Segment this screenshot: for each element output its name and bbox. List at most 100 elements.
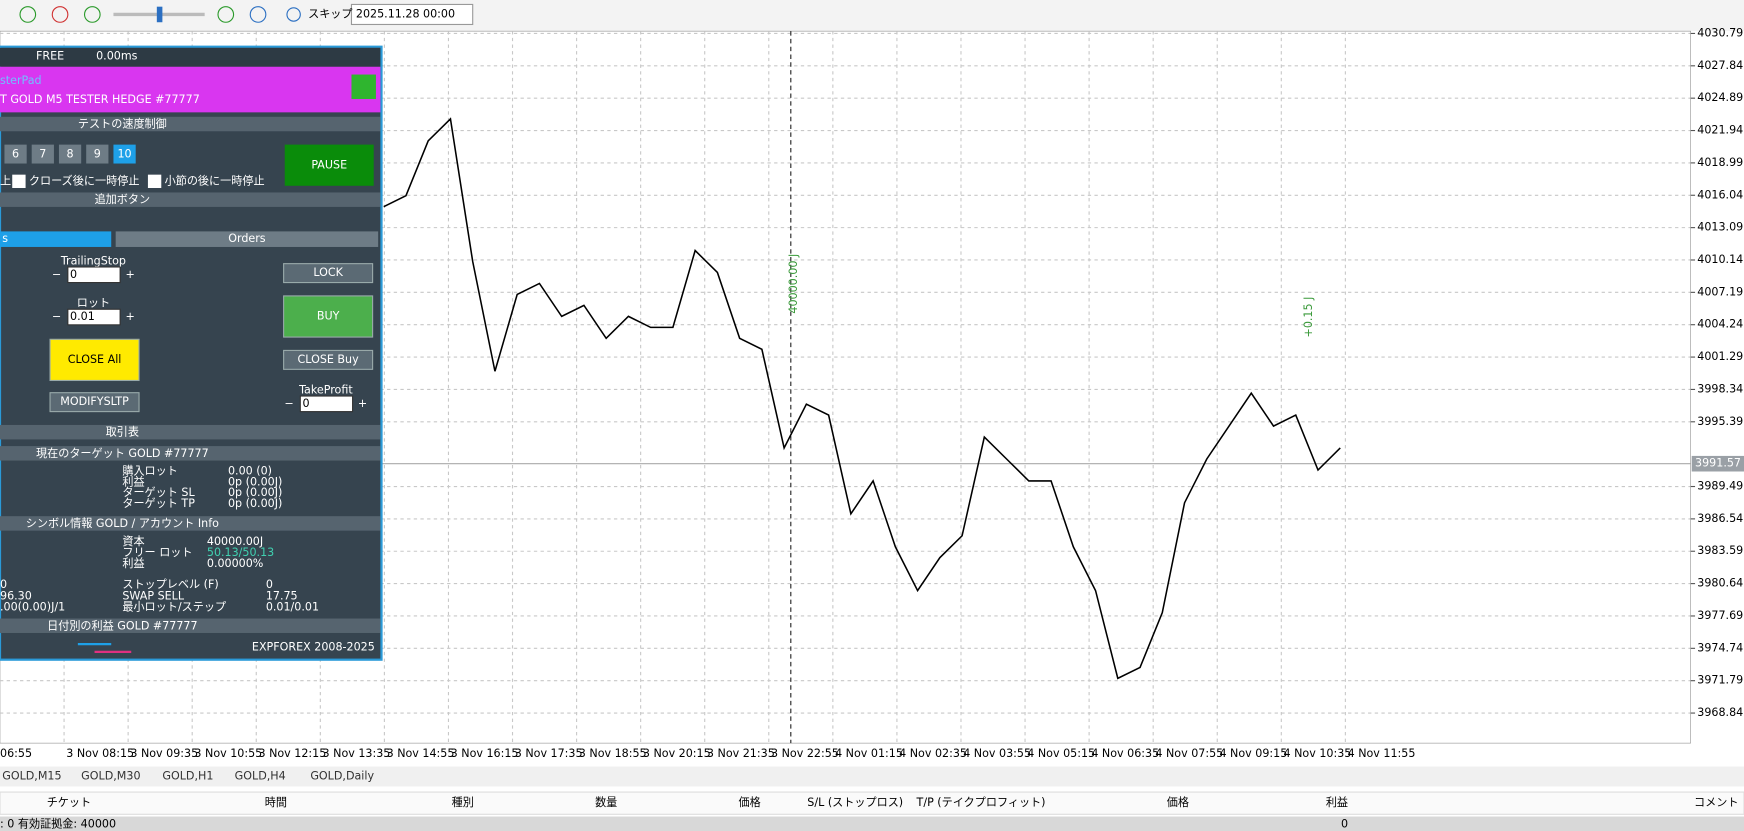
forward-button[interactable] [217,6,235,23]
daily-header[interactable]: 日付別の利益 GOLD #77777 [47,618,197,632]
input-box[interactable] [67,266,121,284]
target-header[interactable]: 現在のターゲット GOLD #77777 [36,447,209,460]
speed-button[interactable]: 6 [12,148,19,161]
checkbox[interactable] [12,174,26,189]
daily-header-bg [0,618,381,633]
close-all-button[interactable]: CLOSE All [68,353,122,366]
x-tick-label: 3 Nov 14:55 [387,747,455,760]
table-header-cell[interactable]: T/P (テイクプロフィット) [916,796,1046,809]
rewind-button[interactable] [83,6,101,23]
minus-button[interactable]: − [52,268,61,281]
input-box[interactable] [67,308,121,326]
spin-label: TrailingStop [60,254,126,267]
row-label: 最小ロット/ステップ [122,600,226,613]
lock-button[interactable]: LOCK [313,266,343,279]
y-tick-label: 4013.09 [1697,221,1743,234]
x-tick-label: 4 Nov 02:35 [899,747,967,760]
minus-button[interactable]: − [52,310,61,323]
table-header-cell[interactable]: 価格 [1167,795,1189,809]
checkbox-label[interactable]: クローズ後に一時停止 [29,173,140,187]
speed-button[interactable]: 10 [118,148,132,161]
slider-thumb[interactable] [156,6,163,23]
checkbox[interactable] [147,174,162,189]
x-tick-label: 4 Nov 10:35 [1284,747,1352,760]
skip-icon[interactable] [286,7,301,22]
chart-tab[interactable]: GOLD,Daily [310,769,374,782]
x-tick-label: 3 Nov 13:35 [323,747,391,760]
pause-button-bg[interactable] [284,144,374,186]
plus-button[interactable]: + [125,310,134,323]
end-button[interactable] [249,6,267,23]
checkbox-label: 上 [0,174,11,187]
extra-header[interactable]: 追加ボタン [95,192,151,206]
chart-tab[interactable]: GOLD,M30 [81,769,140,782]
y-tick-label: 4010.14 [1697,253,1743,266]
y-tick-label: 3989.49 [1697,480,1743,493]
table-header-cell[interactable]: 時間 [265,796,287,809]
date-value[interactable]: 2025.11.28 00:00 [356,7,455,20]
chart-tab[interactable]: GOLD,M15 [2,769,61,782]
x-tick-label: 4 Nov 07:55 [1155,747,1223,760]
skip-label[interactable]: スキップ [308,7,352,20]
minus-button[interactable]: − [285,397,294,410]
plus-button[interactable]: + [358,397,367,410]
speed-button-bg[interactable] [4,144,27,164]
checkbox-label[interactable]: 小節の後に一時停止 [165,173,265,187]
modify-button-bg[interactable] [49,392,140,413]
annotation: 40000.00 J [787,254,800,314]
price-line [383,117,1341,680]
input-value[interactable]: 0 [70,268,77,281]
row-value: 0p (0.00J) [228,475,282,488]
table-header-cell[interactable]: 数量 [595,796,617,809]
smiley-button[interactable] [351,74,376,100]
trades-header[interactable]: 取引表 [106,425,139,439]
speed-header[interactable]: テストの速度制御 [78,117,167,131]
row-value: 17.75 [266,589,298,602]
table-header-cell[interactable]: S/L (ストップロス) [807,796,903,809]
footer: EXPFOREX 2008-2025 [252,640,375,653]
input-box[interactable] [299,395,354,413]
x-tick-label: 4 Nov 06:35 [1091,747,1159,760]
play-button[interactable] [19,6,37,23]
close-buy-button-bg[interactable] [283,349,374,370]
y-tick-label: 4007.19 [1697,285,1743,298]
speed-button-bg[interactable] [86,144,109,164]
tab[interactable]: Orders [228,232,266,245]
speed-button-bg[interactable] [58,144,82,164]
input-value[interactable]: 0 [303,397,310,410]
close-all-button-bg[interactable] [49,338,140,382]
table-header-cell[interactable]: チケット [47,796,91,809]
input-value[interactable]: 0.01 [70,310,95,323]
speed-button[interactable]: 9 [94,148,101,161]
info-header[interactable]: シンボル情報 GOLD / アカウント Info [26,517,219,530]
table-header-cell[interactable]: 価格 [739,795,761,809]
table-header-cell[interactable]: 利益 [1326,795,1348,809]
row-value: 50.13/50.13 [207,546,274,559]
row-label: 利益 [122,474,144,488]
chart-tab[interactable]: GOLD,H1 [162,769,213,782]
speed-button-bg[interactable] [113,144,136,164]
chart-tab[interactable]: GOLD,H4 [235,769,286,782]
close-buy-button[interactable]: CLOSE Buy [298,353,360,366]
date-input[interactable] [350,3,474,26]
buy-button-bg[interactable] [283,295,374,338]
lock-button-bg[interactable] [283,263,374,284]
tab-bg[interactable] [0,231,112,247]
table-header-cell[interactable]: コメント [1694,796,1738,809]
plus-button[interactable]: + [125,268,134,281]
x-tick-label: 3 Nov 18:55 [579,747,647,760]
speed-button[interactable]: 7 [39,148,46,161]
latency: 0.00ms [96,50,138,63]
row-value: 0p (0.00J) [228,486,282,499]
speed-button[interactable]: 8 [67,148,74,161]
modify-button[interactable]: MODIFYSLTP [60,395,129,408]
tab-bg[interactable] [115,231,379,247]
toolbar [0,0,1744,32]
pause-button[interactable]: PAUSE [311,159,347,172]
speed-button-bg[interactable] [31,144,54,164]
buy-button[interactable]: BUY [317,309,340,322]
tab[interactable]: s [2,232,8,245]
stop-button[interactable] [51,6,69,23]
table-header-cell[interactable]: 種別 [452,795,474,809]
